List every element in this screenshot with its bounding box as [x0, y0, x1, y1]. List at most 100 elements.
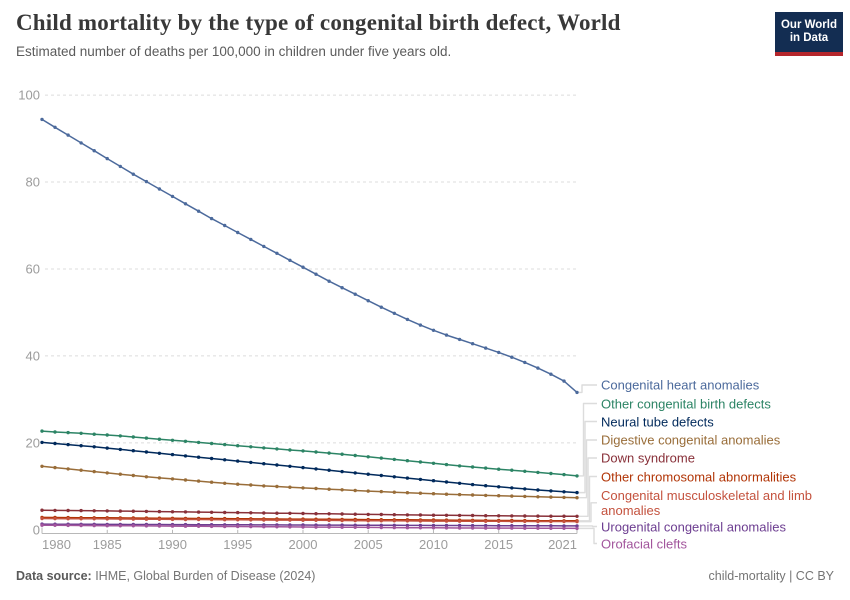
data-point-neural-tube-defects [40, 440, 44, 445]
data-point-down-syndrome [484, 514, 488, 518]
legend-connector [578, 402, 597, 477]
legend-item-neural-tube-defects[interactable]: Neural tube defects [601, 414, 714, 429]
series-line-orofacial-clefts[interactable] [41, 524, 578, 530]
x-tick-label: 1985 [93, 537, 122, 552]
data-point-other-congenital-birth-defects [431, 461, 436, 465]
data-point-congenital-heart-anomalies [66, 133, 70, 137]
data-point-congenital-heart-anomalies [262, 244, 266, 249]
data-point-congenital-musculoskeletal-and-limb-anomalies [262, 518, 266, 522]
x-tick-label: 2015 [484, 537, 513, 552]
data-point-congenital-musculoskeletal-and-limb-anomalies [562, 519, 566, 524]
data-point-down-syndrome [575, 514, 579, 518]
data-point-digestive-congenital-anomalies [196, 479, 201, 483]
data-point-digestive-congenital-anomalies [170, 477, 175, 481]
data-source-value: IHME, Global Burden of Disease (2024) [91, 569, 316, 583]
data-point-congenital-musculoskeletal-and-limb-anomalies [79, 517, 83, 521]
data-point-down-syndrome [562, 514, 566, 518]
x-tick-label: 1995 [223, 537, 252, 552]
x-tick-label: 2000 [289, 537, 318, 552]
data-point-down-syndrome [183, 510, 188, 514]
data-point-other-congenital-birth-defects [575, 474, 579, 478]
legend-item-congenital-heart-anomalies[interactable]: Congenital heart anomalies [601, 377, 760, 393]
data-point-congenital-heart-anomalies [444, 333, 449, 337]
data-point-congenital-heart-anomalies [183, 202, 188, 206]
data-point-congenital-musculoskeletal-and-limb-anomalies [418, 519, 423, 523]
data-point-down-syndrome [223, 510, 227, 515]
data-point-other-congenital-birth-defects [301, 449, 305, 453]
y-tick-label: 40 [26, 348, 40, 363]
data-point-other-congenital-birth-defects [79, 431, 83, 435]
data-point-other-congenital-birth-defects [196, 440, 201, 445]
x-tick-label: 2010 [419, 537, 448, 552]
data-point-congenital-heart-anomalies [457, 337, 462, 342]
data-point-down-syndrome [392, 513, 396, 517]
data-point-congenital-heart-anomalies [249, 237, 253, 242]
data-point-neural-tube-defects [288, 464, 292, 468]
data-point-down-syndrome [431, 513, 436, 517]
license-link[interactable]: child-mortality | CC BY [708, 569, 835, 583]
data-point-urogenital-congenital-anomalies [444, 523, 449, 528]
data-point-congenital-musculoskeletal-and-limb-anomalies [523, 519, 527, 524]
data-point-other-congenital-birth-defects [523, 469, 527, 473]
data-point-congenital-musculoskeletal-and-limb-anomalies [497, 519, 501, 523]
data-point-orofacial-clefts [523, 526, 527, 530]
series-line-down-syndrome[interactable] [41, 509, 578, 518]
data-point-congenital-musculoskeletal-and-limb-anomalies [288, 518, 292, 522]
legend-item-congenital-musculoskeletal-and-limb-anomalies[interactable]: Congenital musculoskeletal and limb anom… [601, 487, 813, 518]
data-point-urogenital-congenital-anomalies [523, 524, 527, 528]
data-point-congenital-heart-anomalies [105, 156, 109, 161]
series-line-neural-tube-defects[interactable] [41, 441, 578, 494]
data-point-down-syndrome [170, 510, 175, 514]
data-point-neural-tube-defects [484, 484, 488, 488]
data-point-down-syndrome [301, 511, 305, 516]
data-point-neural-tube-defects [79, 444, 83, 448]
data-point-digestive-congenital-anomalies [66, 467, 70, 471]
data-point-other-congenital-birth-defects [470, 465, 475, 469]
data-point-congenital-heart-anomalies [484, 346, 488, 350]
data-point-congenital-heart-anomalies [314, 272, 318, 276]
data-point-neural-tube-defects [444, 480, 449, 484]
data-point-orofacial-clefts [418, 526, 423, 530]
legend-item-other-congenital-birth-defects[interactable]: Other congenital birth defects [601, 396, 771, 411]
legend-item-other-chromosomal-abnormalities[interactable]: Other chromosomal abnormalities [601, 469, 797, 484]
x-tick-label: 1990 [158, 537, 187, 552]
data-point-congenital-heart-anomalies [510, 355, 514, 359]
data-point-other-congenital-birth-defects [249, 445, 253, 449]
data-point-digestive-congenital-anomalies [392, 490, 396, 494]
data-point-orofacial-clefts [144, 524, 149, 528]
data-point-down-syndrome [40, 508, 44, 512]
series-line-digestive-congenital-anomalies[interactable] [41, 465, 578, 499]
data-point-digestive-congenital-anomalies [510, 494, 514, 498]
data-point-congenital-heart-anomalies [405, 317, 410, 322]
legend-item-orofacial-clefts[interactable]: Orofacial clefts [601, 536, 687, 551]
data-point-digestive-congenital-anomalies [353, 488, 357, 493]
data-point-neural-tube-defects [53, 441, 57, 446]
data-point-other-congenital-birth-defects [405, 459, 410, 463]
legend-item-digestive-congenital-anomalies[interactable]: Digestive congenital anomalies [601, 432, 781, 448]
data-point-down-syndrome [157, 509, 162, 514]
data-point-congenital-musculoskeletal-and-limb-anomalies [340, 518, 344, 523]
series-line-other-chromosomal-abnormalities[interactable] [41, 516, 577, 522]
data-point-digestive-congenital-anomalies [118, 472, 123, 476]
legend-item-down-syndrome[interactable]: Down syndrome [601, 450, 695, 466]
data-point-congenital-heart-anomalies [549, 372, 553, 376]
data-point-neural-tube-defects [249, 460, 253, 465]
data-source-text: Data source: IHME, Global Burden of Dise… [16, 569, 315, 583]
data-point-congenital-heart-anomalies [353, 292, 357, 296]
legend-item-urogenital-congenital-anomalies[interactable]: Urogenital congenital anomalies [601, 519, 787, 534]
data-point-orofacial-clefts [223, 524, 227, 529]
series-line-urogenital-congenital-anomalies[interactable] [41, 523, 577, 527]
series-line-congenital-heart-anomalies[interactable] [41, 118, 578, 393]
series-line-congenital-musculoskeletal-and-limb-anomalies[interactable] [41, 517, 578, 523]
page-subtitle: Estimated number of deaths per 100,000 i… [16, 44, 452, 59]
data-point-other-congenital-birth-defects [457, 464, 462, 468]
data-point-orofacial-clefts [314, 525, 318, 529]
owid-logo[interactable]: Our World in Data [775, 12, 843, 56]
legend-connector [578, 457, 597, 518]
data-point-other-congenital-birth-defects [327, 451, 331, 455]
data-point-orofacial-clefts [405, 526, 410, 530]
data-point-down-syndrome [327, 512, 331, 516]
data-point-digestive-congenital-anomalies [314, 486, 318, 491]
data-point-down-syndrome [353, 512, 357, 516]
series-line-other-congenital-birth-defects[interactable] [41, 430, 578, 477]
